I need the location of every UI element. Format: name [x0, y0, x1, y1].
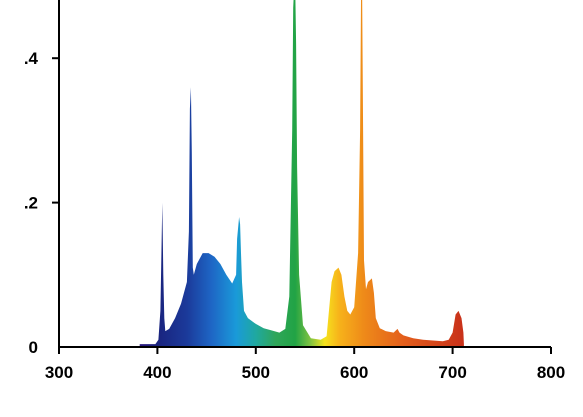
- x-tick-label-300: 300: [45, 363, 73, 382]
- x-tick-label-600: 600: [340, 363, 368, 382]
- y-tick-label-2: .4: [24, 49, 39, 68]
- x-tick-label-400: 400: [143, 363, 171, 382]
- y-axis-ticks: 0 .2 .4: [24, 49, 59, 357]
- x-axis-ticks: 300 400 500 600 700 800: [45, 347, 565, 382]
- spectrum-area-series-0: [139, 0, 464, 347]
- x-tick-label-700: 700: [438, 363, 466, 382]
- y-tick-label-0: 0: [29, 338, 38, 357]
- plot-area: [139, 0, 464, 347]
- x-tick-label-500: 500: [242, 363, 270, 382]
- y-tick-label-1: .2: [24, 194, 38, 213]
- x-tick-label-800: 800: [537, 363, 565, 382]
